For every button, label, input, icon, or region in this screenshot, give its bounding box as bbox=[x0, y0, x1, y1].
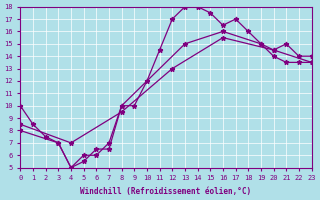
X-axis label: Windchill (Refroidissement éolien,°C): Windchill (Refroidissement éolien,°C) bbox=[80, 187, 252, 196]
